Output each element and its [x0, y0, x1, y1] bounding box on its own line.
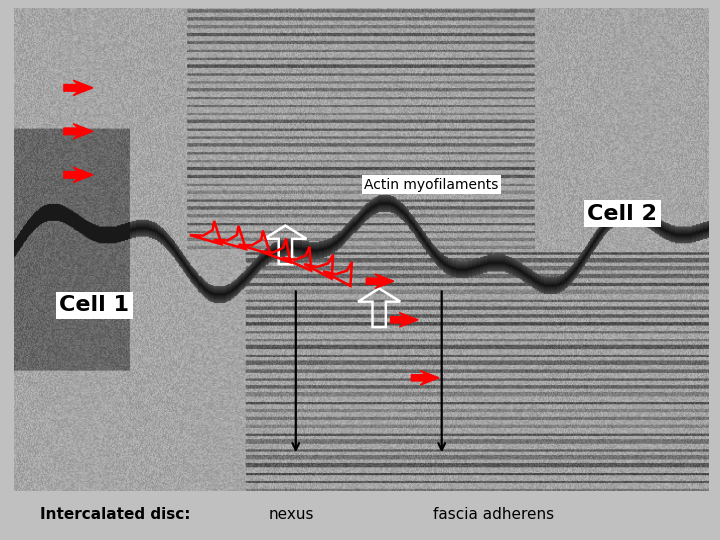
Polygon shape: [366, 274, 394, 288]
Polygon shape: [411, 370, 439, 385]
Text: Cell 2: Cell 2: [588, 204, 657, 224]
Text: Cell 1: Cell 1: [59, 295, 130, 315]
Text: nexus: nexus: [269, 507, 315, 522]
Polygon shape: [64, 80, 93, 96]
Polygon shape: [64, 167, 93, 183]
Polygon shape: [390, 313, 418, 327]
Polygon shape: [64, 124, 93, 139]
Text: fascia adherens: fascia adherens: [433, 507, 554, 522]
Text: Actin myofilaments: Actin myofilaments: [364, 178, 498, 192]
Text: Intercalated disc:: Intercalated disc:: [40, 507, 190, 522]
